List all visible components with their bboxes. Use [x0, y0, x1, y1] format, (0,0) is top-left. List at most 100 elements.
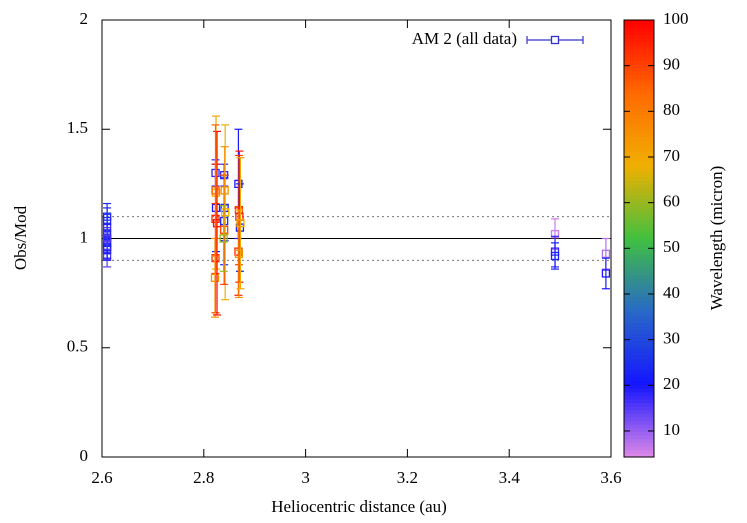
- x-tick-label: 3.2: [397, 468, 418, 487]
- y-tick-label: 1.5: [67, 118, 88, 137]
- y-tick-label: 1: [80, 227, 89, 246]
- colorbar-strip: [624, 209, 654, 214]
- colorbar-strip: [624, 304, 654, 309]
- marker: [210, 273, 220, 282]
- colorbar-strip: [624, 129, 654, 134]
- colorbar-strip: [624, 311, 654, 316]
- y-tick-label: 0.5: [67, 337, 88, 356]
- marker: [601, 249, 611, 258]
- colorbar-strip: [624, 318, 654, 323]
- marker: [601, 269, 611, 278]
- colorbar-strip: [624, 242, 654, 247]
- colorbar-strip: [624, 205, 654, 210]
- marker: [211, 186, 220, 195]
- colorbar-strip: [624, 169, 654, 174]
- colorbar-strip: [624, 267, 654, 272]
- colorbar-strip: [624, 121, 654, 127]
- marker: [220, 186, 229, 195]
- colorbar-strip: [624, 103, 654, 108]
- legend-swatch: [550, 35, 560, 45]
- colorbar-strip: [624, 70, 654, 76]
- colorbar-strip: [624, 63, 654, 68]
- colorbar-strip: [624, 187, 654, 192]
- colorbar-strip: [624, 282, 654, 287]
- colorbar-strip: [624, 344, 654, 349]
- colorbar-strip: [624, 402, 654, 407]
- colorbar-strip: [624, 369, 654, 374]
- colorbar-strip: [624, 263, 654, 269]
- colorbar-tick-label: 30: [663, 329, 680, 348]
- colorbar-strip: [624, 56, 654, 61]
- colorbar-strip: [624, 395, 654, 400]
- colorbar-strip: [624, 136, 654, 141]
- colorbar-strip: [624, 27, 654, 32]
- colorbar-strip: [624, 23, 654, 28]
- colorbar-strip: [624, 431, 654, 436]
- colorbar-tick-label: 50: [663, 237, 680, 256]
- error-bar: [234, 209, 243, 299]
- colorbar-strip: [624, 260, 654, 265]
- colorbar-tick-label: 60: [663, 192, 680, 211]
- marker: [234, 249, 244, 258]
- colorbar-strip: [624, 191, 654, 196]
- plot-frame: [101, 19, 612, 458]
- colorbar-strip: [624, 111, 654, 116]
- x-tick-label: 3: [301, 468, 310, 487]
- colorbar-strip: [624, 300, 654, 305]
- colorbar-strip: [624, 387, 654, 393]
- error-bar: [213, 130, 222, 316]
- colorbar-strip: [624, 325, 654, 331]
- colorbar-strip: [624, 351, 654, 356]
- colorbar-strip: [624, 358, 654, 363]
- x-tick-label: 2.8: [193, 468, 214, 487]
- colorbar-strip: [624, 231, 654, 236]
- colorbar-strip: [624, 365, 654, 371]
- colorbar-strip: [624, 147, 654, 152]
- colorbar-strip: [624, 384, 654, 389]
- colorbar-strip: [624, 140, 654, 145]
- colorbar-tick-label: 20: [663, 374, 680, 393]
- colorbar-strip: [624, 52, 654, 58]
- colorbar-strip: [624, 347, 654, 352]
- colorbar-label: Wavelength (micron): [707, 166, 726, 311]
- colorbar-strip: [624, 92, 654, 98]
- colorbar-strip: [624, 114, 654, 119]
- colorbar-strip: [624, 271, 654, 276]
- colorbar-strip: [624, 438, 654, 444]
- colorbar-strip: [624, 442, 654, 447]
- colorbar-strip: [624, 380, 654, 385]
- colorbar-strip: [624, 45, 654, 50]
- colorbar-strip: [624, 220, 654, 225]
- colorbar-strip: [624, 278, 654, 283]
- marker: [550, 251, 560, 261]
- colorbar-strip: [624, 223, 654, 229]
- colorbar-strip: [624, 274, 654, 280]
- colorbar-strip: [624, 60, 654, 65]
- colorbar-strip: [624, 227, 654, 232]
- x-tick-label: 2.6: [91, 468, 112, 487]
- colorbar-strip: [624, 336, 654, 342]
- colorbar-strip: [624, 132, 654, 138]
- colorbar-strip: [624, 453, 654, 458]
- colorbar-strip: [624, 424, 654, 429]
- colorbar-tick-label: 90: [663, 55, 680, 74]
- colorbar-strip: [624, 125, 654, 130]
- colorbar-strip: [624, 333, 654, 338]
- colorbar-strip: [624, 118, 654, 123]
- colorbar-strip: [624, 74, 654, 79]
- colorbar-strip: [624, 307, 654, 312]
- colorbar-tick-label: 80: [663, 100, 680, 119]
- colorbar-strip: [624, 158, 654, 163]
- colorbar-strip: [624, 172, 654, 178]
- colorbar-strip: [624, 176, 654, 181]
- colorbar-strip: [624, 293, 654, 298]
- colorbar-strip: [624, 416, 654, 422]
- colorbar-strip: [624, 154, 654, 159]
- colorbar-strip: [624, 449, 654, 454]
- marker: [102, 212, 112, 221]
- colorbar-strip: [624, 398, 654, 403]
- colorbar-strip: [624, 89, 654, 94]
- colorbar-strip: [624, 285, 654, 291]
- x-axis-label: Heliocentric distance (au): [271, 497, 447, 516]
